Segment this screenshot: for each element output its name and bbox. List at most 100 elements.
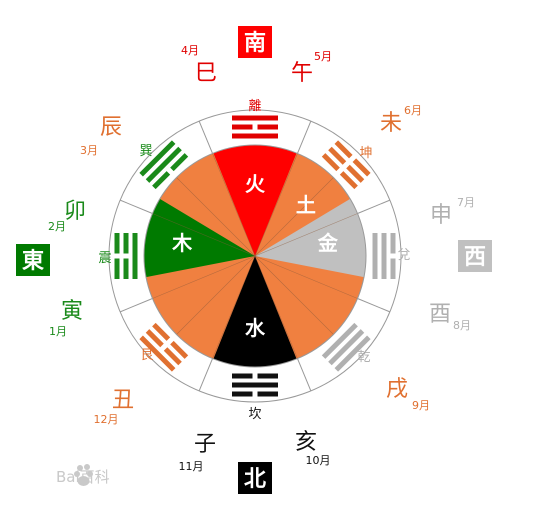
branch-month: 11月 <box>179 460 204 473</box>
watermark-text: Bai百科 <box>56 468 110 486</box>
branch-month: 9月 <box>412 399 430 412</box>
fire-element-label: 火 <box>245 172 266 196</box>
yin-line <box>170 340 189 359</box>
branch-label: 亥 <box>295 430 317 455</box>
yin-line <box>390 258 396 279</box>
ring-divider <box>297 120 312 154</box>
branch-you: 酉 8月 <box>429 302 471 332</box>
sector-line <box>176 177 256 257</box>
branch-month: 12月 <box>94 413 119 426</box>
branch-month: 6月 <box>404 104 422 117</box>
branch-zi: 子 11月 <box>179 432 217 473</box>
yin-line <box>334 140 353 159</box>
direction-label: 西 <box>464 245 486 270</box>
direction-south: 南 <box>238 26 272 58</box>
branch-chen: 辰3月 <box>80 115 122 157</box>
metal-wedge <box>255 198 366 278</box>
sector-line <box>254 153 298 257</box>
yang-line <box>334 335 371 372</box>
direction-west: 西 <box>458 240 492 272</box>
sector-line <box>176 255 256 335</box>
direction-north: 北 <box>238 462 272 494</box>
yin-line <box>352 158 371 177</box>
branch-label: 丑 <box>112 388 134 413</box>
sector-line <box>212 153 256 257</box>
direction-box <box>458 240 492 272</box>
element-pie <box>143 144 367 368</box>
element-labels: 火土金 木水 <box>171 172 339 340</box>
direction-label: 北 <box>244 467 266 492</box>
direction-box <box>16 244 50 276</box>
branch-month: 7月 <box>457 196 475 209</box>
yang-line <box>145 146 182 183</box>
yang-line <box>321 322 358 359</box>
trigram-qian: 乾 <box>321 322 371 372</box>
yin-line <box>123 233 129 254</box>
yin-line <box>321 153 340 172</box>
branch-month: 8月 <box>453 319 471 332</box>
branch-label: 卯 <box>64 199 86 224</box>
yin-line <box>339 171 358 190</box>
sector-line <box>254 177 334 257</box>
ring-divider <box>198 120 213 154</box>
yin-line <box>257 124 278 130</box>
trigram-name-xun: 巽 <box>139 144 152 159</box>
branch-month: 4月 <box>181 44 199 57</box>
direction-box <box>238 26 272 58</box>
sector-line <box>254 255 358 299</box>
trigram-dui: 兌 <box>372 233 411 279</box>
ring-divider <box>357 199 391 214</box>
yang-line <box>328 329 365 366</box>
sector-line <box>254 255 334 335</box>
branch-label: 酉 <box>429 302 451 327</box>
pie-border <box>143 144 367 368</box>
yin-line <box>257 373 278 379</box>
branch-label: 巳 <box>195 61 217 86</box>
branch-label: 子 <box>194 432 216 457</box>
yin-line <box>346 164 365 183</box>
branch-month: 10月 <box>306 454 331 467</box>
yin-line <box>232 124 253 130</box>
branch-si: 巳 4月 <box>181 44 217 86</box>
branch-label: 未 <box>380 111 402 136</box>
yin-line <box>123 258 129 279</box>
sector-line <box>152 213 256 257</box>
ring-divider <box>357 298 391 313</box>
branch-label: 寅 <box>61 299 83 324</box>
yin-line <box>163 347 182 366</box>
branch-label: 辰 <box>100 115 122 140</box>
direction-label: 南 <box>244 31 266 56</box>
sector-line <box>254 255 298 359</box>
yin-line <box>145 329 164 348</box>
trigram-name-qian: 乾 <box>357 350 370 365</box>
water-element-label: 水 <box>245 316 266 340</box>
yin-line <box>152 171 171 190</box>
branch-label: 午 <box>291 61 313 86</box>
trigram-name-kun: 坤 <box>359 146 372 161</box>
yin-line <box>152 322 171 341</box>
trigram-name-gen: 艮 <box>140 348 153 363</box>
direction-label: 東 <box>22 249 44 274</box>
direction-box <box>238 462 272 494</box>
trigram-li: 離 <box>232 99 278 139</box>
yang-line <box>372 233 378 279</box>
wood-element-label: 木 <box>171 231 193 255</box>
yang-line <box>232 133 278 139</box>
trigram-name-zhen: 震 <box>98 251 111 266</box>
direction-east: 東 <box>16 244 50 276</box>
branch-month: 3月 <box>80 144 98 157</box>
metal-element-label: 金 <box>317 231 339 255</box>
branch-yin: 寅1月 <box>49 299 83 338</box>
earth-element-label: 土 <box>296 193 316 217</box>
trigram-gen: 艮 <box>139 322 189 372</box>
yin-line <box>232 391 253 397</box>
sector-line <box>152 255 256 299</box>
yin-line <box>114 258 120 279</box>
yang-line <box>132 233 138 279</box>
fire-wedge <box>213 145 297 256</box>
